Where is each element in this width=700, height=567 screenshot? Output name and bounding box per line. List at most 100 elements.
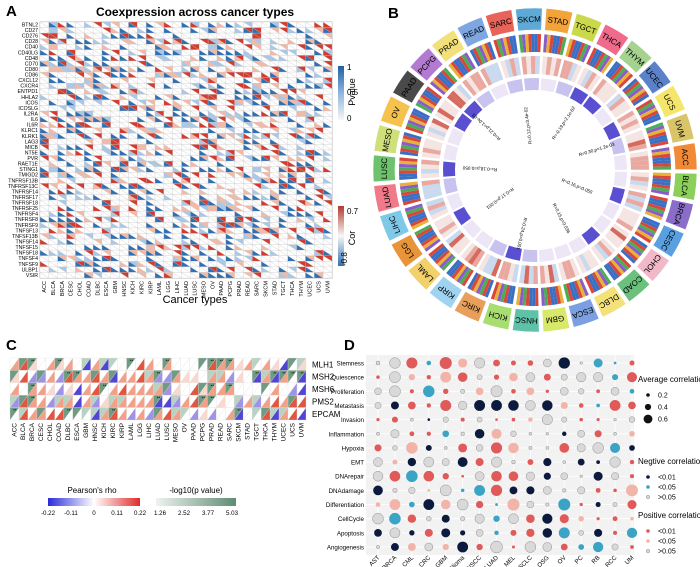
correlation-dot [407,457,417,467]
significance-mark: ** [211,396,215,401]
cell-state-label: Metastasis [334,403,364,410]
cancer-type-label: OV [182,422,189,432]
dataset-label: GBM [434,554,449,567]
correlation-dot [460,530,466,536]
correlation-dot [508,442,519,454]
correlation-dot [426,403,431,408]
correlation-dot [596,389,601,394]
pvalue-ring-cell [609,186,625,204]
correlation-dot [629,445,635,451]
correlation-dot [543,486,552,495]
gene-label: VSIR [26,273,38,279]
pvalue-cell [322,94,333,101]
correlation-dot [391,416,398,423]
cell-state-label: Invasion [341,417,365,424]
significance-mark: ** [157,371,161,376]
cell-state-label: CellCycle [338,516,365,523]
cancer-type-label: PCPG [200,423,207,441]
correlation-dot [374,402,382,409]
correlation-dot [475,444,484,452]
dataset-label: OV [556,554,568,566]
correlation-dot [461,474,465,478]
cancer-type-label: OV [210,281,216,289]
significance-mark: ** [31,383,35,388]
expression-stripe [532,287,536,306]
correlation-annotation: R=0.12,p=3.4e-02 [523,106,533,144]
cancer-type-label: THCA [290,281,296,296]
correlation-dot [493,359,500,367]
cancer-type-label: UCEC [308,281,314,297]
correlation-dot [443,388,449,395]
significance-mark: ** [31,396,35,401]
cancer-type-label: LIHC [175,281,181,294]
pvalue-ring-cell [539,248,555,262]
correlation-dot [528,417,533,422]
correlation-dot [389,357,401,369]
correlation-dot [545,389,549,393]
mmr-gene-label: EPCAM [312,410,341,419]
correlation-dot [474,484,486,496]
significance-mark: ** [273,371,277,376]
pvalue-colorbar [338,66,344,120]
pvalue-cell [322,55,333,62]
correlation-annotation: R=0.21,p=1.0e-03 [471,112,502,141]
correlation-dot [594,528,603,537]
correlation-dot [493,374,500,380]
correlation-dot [560,543,568,551]
correlation-dot [525,400,536,411]
significance-mark: ** [211,359,215,364]
expression-stripe [534,34,538,53]
correlation-dot [596,517,600,521]
correlation-dot [613,361,617,365]
dataset-label: CRC [418,554,433,567]
cell-state-label: Hypoxia [342,445,365,452]
correlation-dot [576,443,586,453]
cancer-type-label: ESCA [104,281,110,296]
correlation-dot [562,431,567,436]
cancer-type-label: LGG [166,281,172,293]
correlation-dot [578,388,585,395]
correlation-dot [543,373,551,381]
significance-mark: ** [157,396,161,401]
correlation-dot [409,530,415,536]
logp-tick: 3.77 [202,510,215,517]
correlation-dot [593,358,603,368]
cancer-type-label: STAD [244,423,251,440]
cancer-type-label: MESO [201,280,207,297]
significance-mark: ** [202,396,206,401]
size-legend-label: 0.2 [658,393,668,400]
dataset-label: RB [591,554,602,565]
correlation-dot [423,456,435,468]
pvalue-cell [322,71,333,78]
correlation-dot [476,374,483,380]
cancer-type-label: LUSC [193,281,199,296]
correlation-dot [375,502,381,507]
correlation-dot [545,432,549,436]
cancer-type-label: PAAD [191,423,198,441]
cancer-type-label: PAAD [219,281,225,296]
rho-legend-title: Pearson's rho [67,486,117,495]
dotplot-background [366,355,634,555]
correlation-dot [524,541,537,553]
cancer-type-label: CESC [69,281,75,296]
pvalue-cell [322,21,333,28]
panel-c-heatmap: ** ** ** ** ** ** ** ** ** ** ** ** ** ** ** ** ** ** ** **… [9,357,341,517]
correlation-dot [628,401,636,410]
neg-legend-dot [646,475,650,479]
correlation-dot [376,545,380,549]
correlation-dot [376,375,380,379]
correlation-dot [511,459,516,465]
correlation-dot [629,430,635,437]
rho-tick: 0 [92,510,96,517]
pvalue-cell [322,138,333,145]
cell-state-label: Quiescence [331,375,364,382]
pvalue-cell [322,110,333,117]
dataset-label: CML [401,554,416,567]
cell-state-label: Angiogenesis [327,545,364,552]
rho-tick: -0.22 [41,510,56,517]
cancer-type-label: KIRP [148,281,154,294]
rho-colorbar [48,498,140,506]
significance-mark: ** [228,359,232,364]
rho-tick: 0.22 [134,510,147,517]
